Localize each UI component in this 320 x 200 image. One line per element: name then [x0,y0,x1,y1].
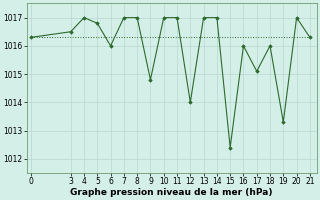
X-axis label: Graphe pression niveau de la mer (hPa): Graphe pression niveau de la mer (hPa) [70,188,273,197]
